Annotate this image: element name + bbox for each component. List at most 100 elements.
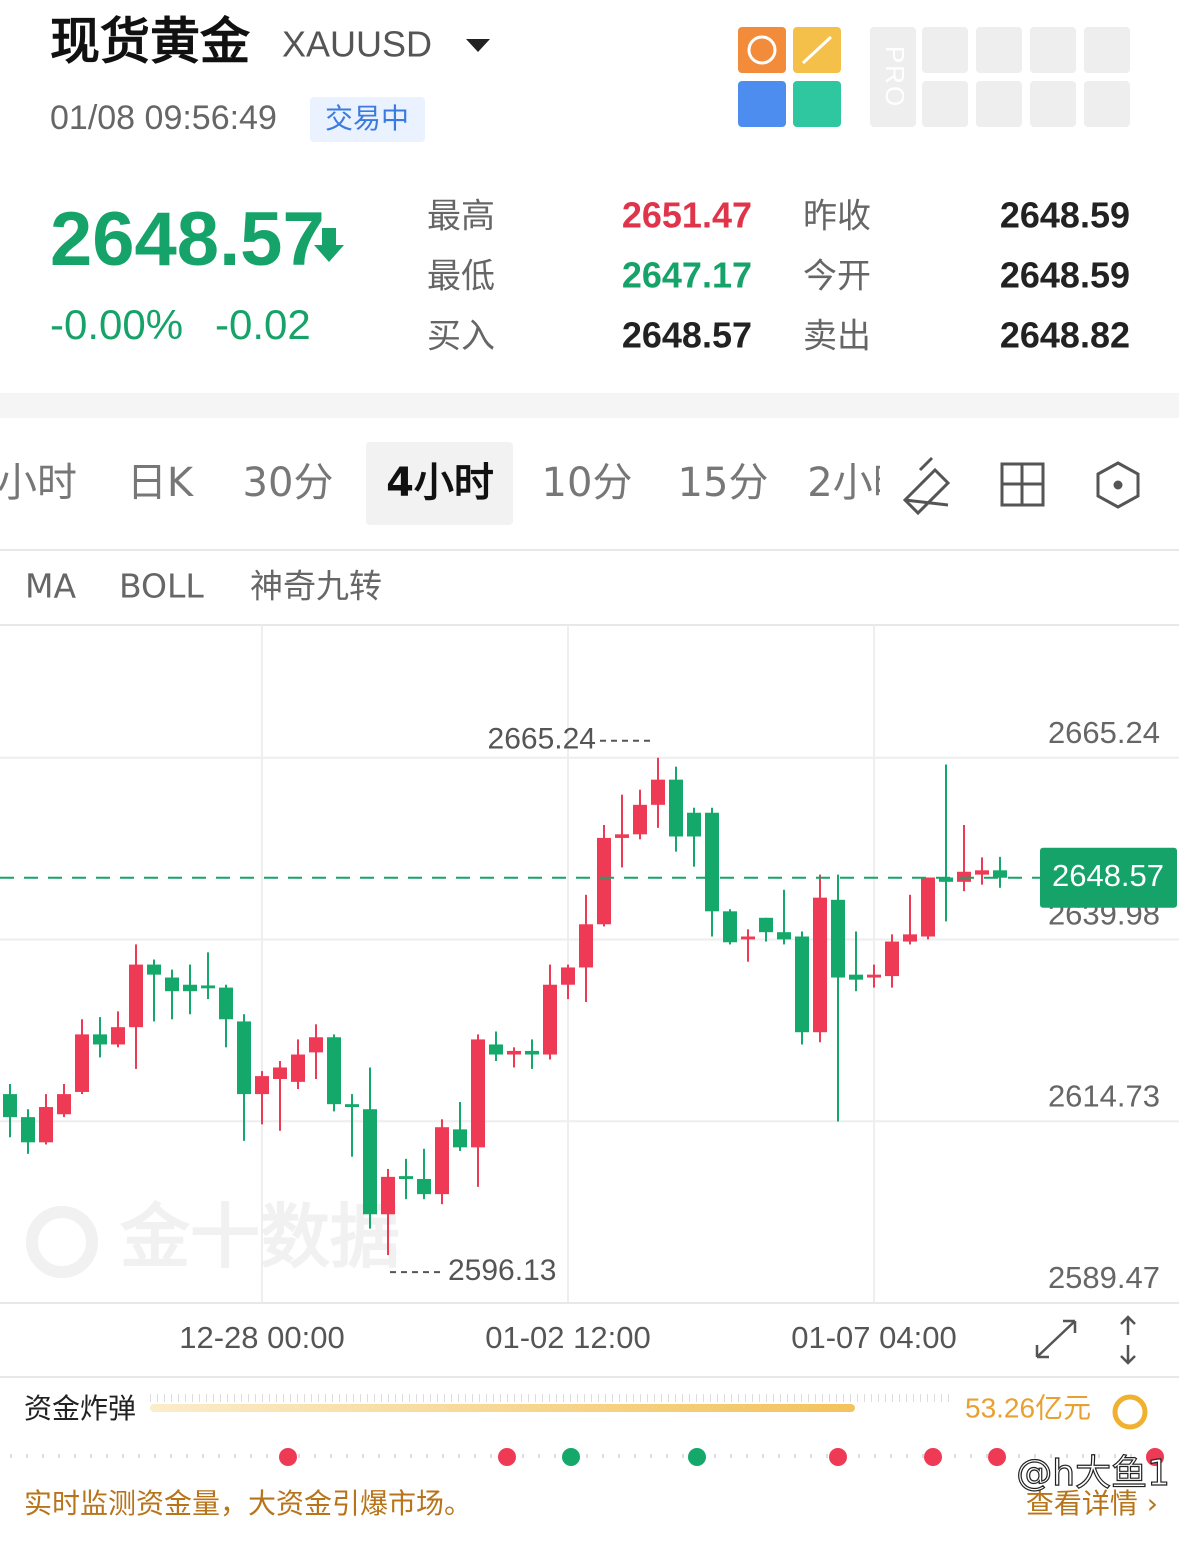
icon[interactable]: [738, 27, 786, 73]
settings-icon[interactable]: [1096, 461, 1140, 509]
stat-value: 2647.17: [622, 255, 752, 296]
candle-body: [219, 987, 233, 1020]
title: 现货黄金: [50, 13, 251, 71]
scale-icon[interactable]: [1120, 1315, 1136, 1365]
candle-body: [183, 984, 197, 992]
chart-controls: [1035, 1315, 1136, 1365]
signal-dot: [1146, 1448, 1164, 1466]
indicator[interactable]: BOLL: [119, 567, 204, 606]
candle-body: [759, 917, 773, 933]
stat-label: 今开: [803, 257, 871, 297]
candle-body: [723, 911, 737, 943]
signal-dot: [988, 1448, 1006, 1466]
candle-body: [345, 1104, 359, 1108]
candle-body: [507, 1050, 521, 1055]
stat-label: 昨收: [803, 197, 871, 237]
candle-body: [777, 932, 791, 940]
bomb-description: 实时监测资金量，大资金引爆市场。: [24, 1487, 472, 1520]
watermark: 金十数据: [119, 1196, 400, 1278]
fullscreen-icon[interactable]: [1035, 1319, 1077, 1359]
signal-dot: [562, 1448, 580, 1466]
candle-body: [939, 877, 953, 882]
candle-body: [363, 1109, 377, 1215]
candle-body: [435, 1127, 449, 1195]
tabs: 小时 日K 30分 4小时 10分 15分 2小时: [0, 460, 912, 506]
icon[interactable]: [870, 27, 916, 127]
tab[interactable]: 日K: [127, 460, 195, 506]
last-price-label: 2648.57: [1052, 858, 1164, 893]
candle-body: [111, 1027, 125, 1045]
stat-label: 最低: [427, 257, 495, 297]
credit-watermark: @h大鱼1: [1016, 1453, 1170, 1494]
x-tick-label: 01-02 12:00: [485, 1320, 650, 1355]
signal-dots: [279, 1448, 1164, 1466]
indicator[interactable]: MA: [25, 567, 76, 606]
time: 01/08 09:56:49: [50, 99, 277, 137]
icon[interactable]: [1084, 81, 1130, 127]
tab[interactable]: 小时: [0, 460, 77, 506]
candle-body: [669, 779, 683, 837]
signal-dot: [829, 1448, 847, 1466]
stat-value: 2648.82: [1000, 315, 1130, 356]
tab[interactable]: 2小时: [807, 460, 912, 506]
draw-icon[interactable]: [902, 456, 951, 516]
status-badge: [310, 97, 425, 142]
dropdown-arrow[interactable]: [466, 39, 490, 52]
bomb-icon: [1112, 1394, 1148, 1430]
candle-body: [39, 1107, 53, 1143]
y-tick-label: 2614.73: [1048, 1078, 1160, 1113]
candle-body: [813, 897, 827, 1033]
pro-badge: PRO: [880, 46, 910, 108]
candle-body: [993, 870, 1007, 878]
tab[interactable]: 4小时: [386, 460, 494, 506]
watermark-logo: [26, 1206, 98, 1278]
tab[interactable]: 30分: [243, 460, 334, 506]
stat-value: 2648.59: [1000, 195, 1130, 236]
max-label: 2665.24: [488, 723, 596, 756]
icon[interactable]: [922, 81, 968, 127]
stat-value: 2651.47: [622, 195, 752, 236]
candle-body: [309, 1037, 323, 1053]
candle-body: [201, 985, 215, 989]
candle-body: [327, 1037, 341, 1105]
signal-dot: [498, 1448, 516, 1466]
candle-body: [561, 967, 575, 985]
candle-body: [597, 837, 611, 925]
tab[interactable]: 15分: [678, 460, 769, 506]
candle-body: [741, 936, 755, 940]
candle-body: [21, 1117, 35, 1143]
icon[interactable]: [976, 81, 1022, 127]
icon[interactable]: [976, 27, 1022, 73]
y-tick-label: 2665.24: [1048, 715, 1160, 750]
candle-body: [237, 1021, 251, 1095]
icon[interactable]: [738, 81, 786, 127]
candle-body: [633, 804, 647, 835]
tab[interactable]: 10分: [542, 460, 633, 506]
signal-dot: [279, 1448, 297, 1466]
indicator[interactable]: 神奇九转: [250, 567, 382, 606]
candle-body: [921, 877, 935, 937]
candle-body: [255, 1076, 269, 1095]
icon[interactable]: [922, 27, 968, 73]
settings-dot: [1113, 480, 1123, 490]
icon[interactable]: [793, 81, 841, 127]
icon[interactable]: [1030, 81, 1076, 127]
candle-body: [453, 1129, 467, 1148]
signal-dot: [924, 1448, 942, 1466]
icon[interactable]: [1030, 27, 1076, 73]
details-link[interactable]: 查看详情 ›: [1026, 1487, 1158, 1520]
candle-body: [75, 1034, 89, 1092]
candle-body: [705, 812, 719, 912]
min-label: 2596.13: [448, 1254, 556, 1287]
candle-body: [885, 941, 899, 977]
candle-body: [615, 834, 629, 838]
layout-icon[interactable]: [1000, 462, 1045, 507]
symbol[interactable]: XAUUSD: [282, 24, 432, 65]
candle-body: [165, 977, 179, 992]
active-tab-bg: [366, 442, 513, 525]
candle-body: [57, 1094, 71, 1115]
price: 2648.57: [50, 197, 325, 282]
icon[interactable]: [1084, 27, 1130, 73]
tool-icons: [902, 456, 1140, 516]
